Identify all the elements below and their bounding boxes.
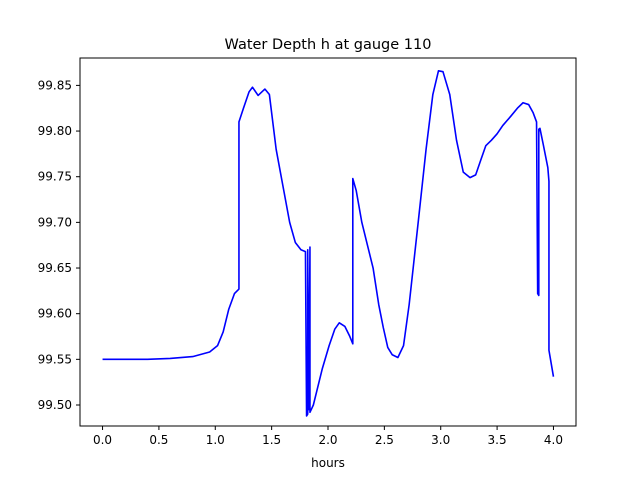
y-tick-label: 99.55 xyxy=(38,352,72,366)
y-tick-label: 99.60 xyxy=(38,307,72,321)
x-tick-label: 1.0 xyxy=(206,433,225,447)
y-axis: 99.50 99.55 99.60 99.65 99.70 99.75 99.80 99.85 xyxy=(38,78,80,412)
x-tick-label: 2.0 xyxy=(318,433,337,447)
y-tick-label: 99.70 xyxy=(38,215,72,229)
x-tick-label: 3.0 xyxy=(431,433,450,447)
x-axis-label: hours xyxy=(311,456,345,470)
series-line xyxy=(102,69,555,417)
series-layer xyxy=(102,69,555,417)
x-tick-label: 2.5 xyxy=(375,433,394,447)
x-tick-label: 3.5 xyxy=(488,433,507,447)
x-tick-label: 0.0 xyxy=(93,433,112,447)
x-tick-label: 1.5 xyxy=(262,433,281,447)
y-tick-label: 99.80 xyxy=(38,124,72,138)
x-axis: 0.0 0.5 1.0 1.5 2.0 2.5 3.0 3.5 4.0 xyxy=(93,426,563,447)
chart-title: Water Depth h at gauge 110 xyxy=(225,37,432,53)
y-tick-label: 99.65 xyxy=(38,261,72,275)
plot-area xyxy=(79,57,577,427)
x-tick-label: 4.0 xyxy=(544,433,563,447)
y-tick-label: 99.85 xyxy=(38,78,72,92)
y-tick-label: 99.50 xyxy=(38,398,72,412)
x-tick-label: 0.5 xyxy=(149,433,168,447)
y-tick-label: 99.75 xyxy=(38,170,72,184)
